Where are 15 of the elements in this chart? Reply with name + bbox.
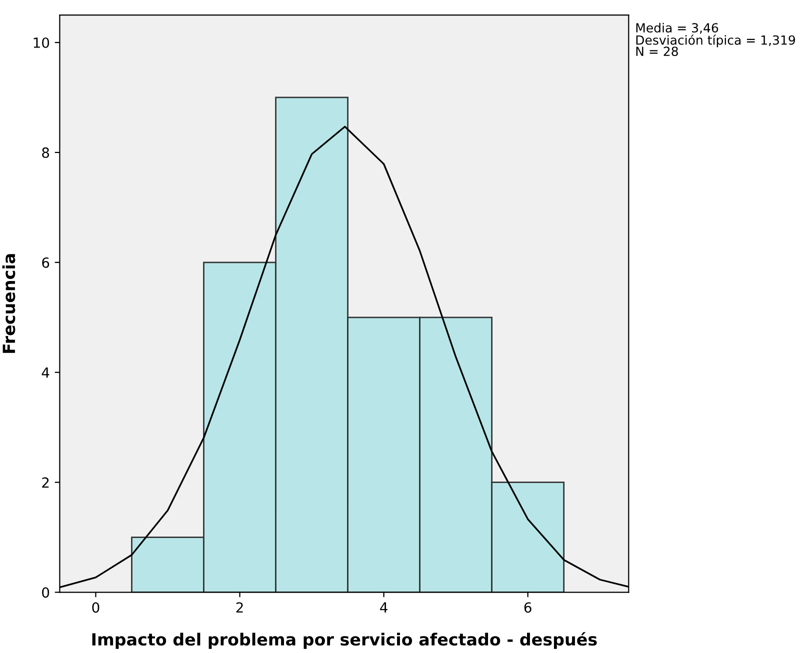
y-tick-label: 6	[42, 257, 50, 268]
text: N = 28	[636, 46, 678, 56]
y-tick-label: 10	[34, 37, 50, 48]
y-tick-label: 4	[42, 368, 50, 378]
x-tick-label: 4	[380, 602, 388, 613]
y-tick-label: 8	[42, 147, 50, 158]
y-tick-label: 2	[42, 477, 49, 488]
x-tick-label: 2	[236, 602, 243, 613]
text: Desviación típica = 1,319	[636, 34, 795, 48]
y-axis-title: Frecuencia	[2, 254, 16, 353]
x-tick-label: 6	[524, 602, 532, 613]
y-tick-label: 0	[42, 587, 50, 598]
text: Media = 3,46	[636, 22, 718, 34]
x-tick-label: 0	[92, 602, 100, 613]
x-axis-title: Impacto del problema por servicio afectado - después	[92, 632, 597, 649]
